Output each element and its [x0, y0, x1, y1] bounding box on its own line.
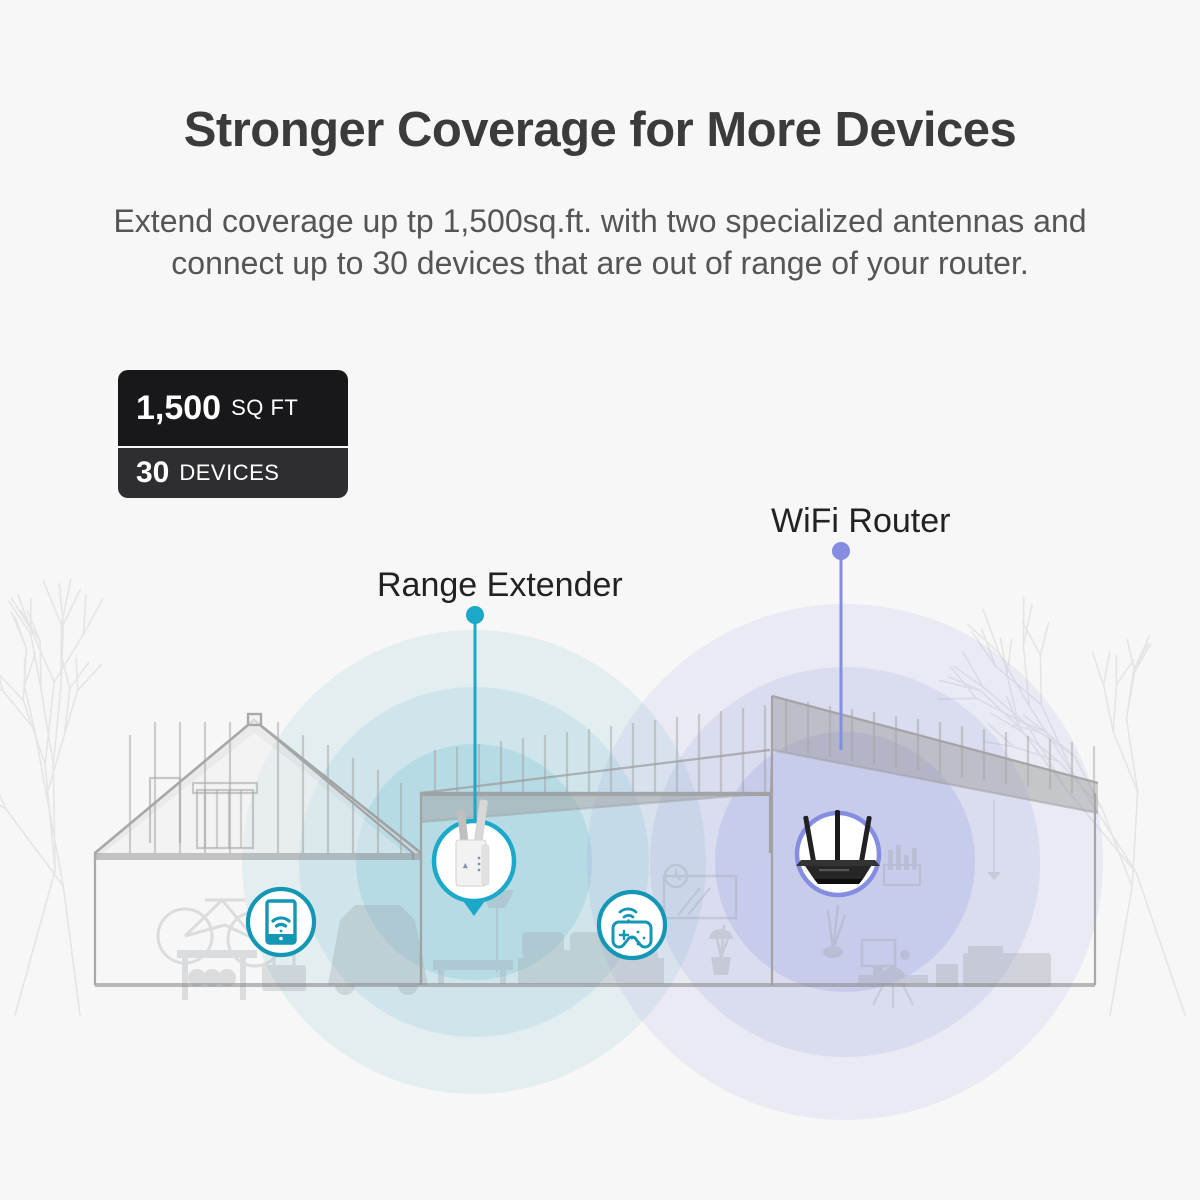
- svg-text:▴: ▴: [462, 860, 468, 870]
- svg-text:Range Extender: Range Extender: [377, 566, 623, 604]
- svg-text:WiFi Router: WiFi Router: [771, 502, 950, 540]
